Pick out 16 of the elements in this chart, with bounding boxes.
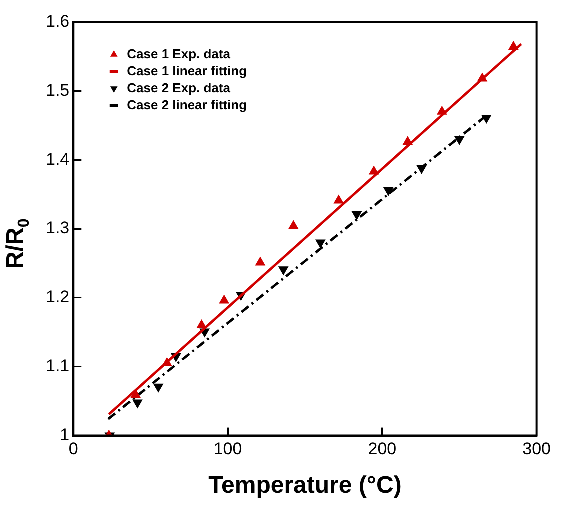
x-tick-label: 0 — [68, 440, 78, 459]
x-tick-label: 100 — [214, 440, 242, 459]
legend-label: Case 1 linear fitting — [127, 63, 248, 78]
y-tick-label: 1.5 — [46, 80, 70, 100]
x-tick-label: 200 — [368, 440, 397, 459]
x-axis-title: Temperature (°C) — [208, 472, 402, 500]
y-tick-label: 1 — [60, 425, 70, 444]
y-tick-label: 1.6 — [46, 12, 70, 31]
y-tick-label: 1.1 — [46, 356, 70, 376]
x-tick-label: 300 — [522, 440, 552, 459]
y-tick-label: 1.4 — [46, 150, 70, 169]
legend-label: Case 2 Exp. data — [127, 80, 232, 96]
y-tick-label: 1.2 — [46, 288, 70, 307]
legend-label: Case 1 Exp. data — [127, 46, 232, 62]
legend-label: Case 2 linear fitting — [127, 97, 248, 112]
y-tick-label: 1.3 — [46, 218, 70, 238]
